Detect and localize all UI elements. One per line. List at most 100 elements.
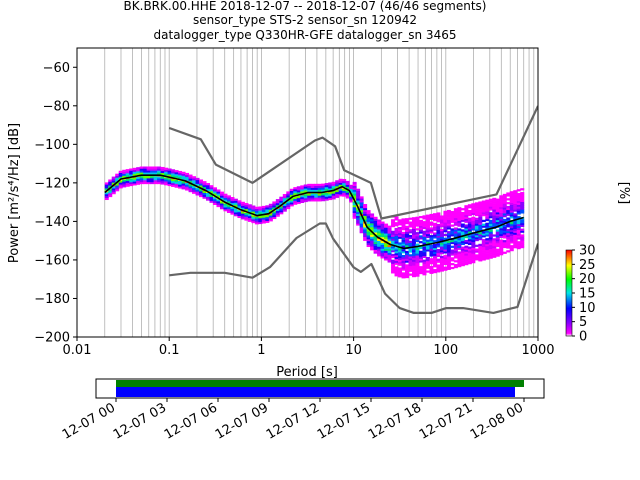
heat-cell: [467, 238, 472, 242]
heat-cell: [139, 172, 144, 175]
heat-cell: [216, 201, 221, 204]
heat-cell: [425, 256, 430, 260]
heat-cell: [111, 191, 116, 195]
heat-cell: [153, 168, 158, 171]
heat-cell: [391, 230, 396, 234]
heat-cell: [230, 197, 235, 200]
heat-cell: [474, 219, 479, 222]
series-line-gray-lower-noise-model: [169, 222, 538, 314]
heat-cell: [478, 232, 483, 235]
heat-cell: [415, 216, 420, 219]
heat-cell: [467, 217, 472, 220]
heat-cell: [139, 176, 144, 179]
heat-cell: [377, 242, 382, 245]
heat-cell: [118, 184, 123, 187]
heat-cell: [418, 237, 423, 240]
heat-cell: [443, 233, 448, 237]
heat-cell: [216, 195, 221, 198]
heat-cell: [464, 247, 469, 250]
heat-cell: [317, 189, 322, 192]
heat-cell: [422, 226, 427, 230]
heat-cell: [415, 218, 420, 221]
heat-cell: [513, 199, 518, 203]
heat-cell: [502, 226, 507, 229]
heat-cell: [359, 209, 364, 213]
heat-cell: [279, 196, 284, 199]
heat-cell: [516, 193, 521, 196]
heat-cell: [485, 255, 490, 258]
heat-cell: [467, 250, 472, 253]
heat-cell: [415, 237, 420, 241]
heat-cell: [516, 221, 521, 225]
heat-cell: [226, 199, 231, 202]
heat-cell: [380, 223, 385, 226]
heat-cell: [108, 192, 113, 196]
heat-cell: [398, 271, 403, 274]
heat-cell: [411, 238, 416, 241]
heat-cell: [450, 257, 455, 260]
heat-cell: [373, 237, 378, 241]
heat-cell: [506, 219, 511, 222]
heat-cell: [391, 261, 396, 264]
heat-cell: [181, 181, 186, 184]
heat-cell: [457, 243, 462, 247]
heat-cell: [394, 222, 399, 225]
heat-cell: [481, 214, 486, 217]
heat-cell: [150, 166, 155, 169]
heat-cell: [174, 173, 179, 177]
heat-cell: [401, 274, 406, 277]
heat-cell: [513, 222, 518, 226]
heat-cell: [115, 177, 120, 180]
heat-cell: [443, 258, 448, 262]
heat-cell: [206, 194, 210, 197]
heat-cell: [111, 182, 116, 185]
heat-cell: [289, 194, 294, 197]
heat-cell: [460, 238, 465, 242]
heat-cell: [174, 183, 179, 186]
heat-cell: [398, 267, 403, 270]
heat-cell: [495, 198, 500, 201]
heat-cell: [212, 187, 217, 190]
y-tick-label: −80: [43, 99, 70, 114]
heat-cell: [314, 193, 319, 196]
heat-cell: [478, 220, 483, 223]
heat-cell: [275, 210, 280, 213]
heat-cell: [247, 210, 252, 213]
heat-cell: [345, 192, 350, 195]
heat-cell: [300, 187, 305, 190]
heat-cell: [520, 228, 525, 231]
heat-cell: [436, 260, 441, 263]
heat-cell: [460, 215, 465, 219]
heat-cell: [125, 172, 130, 176]
heat-cell: [240, 207, 245, 210]
heat-cell: [432, 234, 437, 237]
heat-cell: [167, 180, 172, 183]
heat-cell: [408, 269, 413, 272]
heat-cell: [432, 270, 437, 274]
heat-cell: [471, 247, 476, 250]
heat-cell: [268, 219, 273, 222]
heat-cell: [300, 194, 305, 198]
heat-cell: [153, 172, 158, 175]
heat-cell: [373, 243, 378, 246]
heat-cell: [185, 174, 190, 178]
heat-cell: [453, 208, 458, 211]
heat-cell: [233, 212, 238, 215]
heat-cell: [125, 171, 130, 174]
heat-cell: [474, 217, 479, 220]
heat-cell: [502, 207, 507, 210]
heat-cell: [317, 199, 322, 202]
heat-cell: [244, 203, 249, 206]
heat-cell: [328, 186, 333, 189]
heat-cell: [136, 176, 141, 180]
heat-cell: [261, 217, 266, 220]
heat-cell: [150, 178, 155, 181]
heat-cell: [384, 256, 389, 259]
heat-cell: [471, 218, 476, 221]
heat-cell: [464, 205, 469, 208]
heat-cell: [202, 184, 207, 188]
heat-cell: [457, 251, 462, 254]
heat-cell: [460, 256, 465, 259]
heat-cell: [474, 258, 479, 261]
heat-cell: [513, 236, 518, 239]
